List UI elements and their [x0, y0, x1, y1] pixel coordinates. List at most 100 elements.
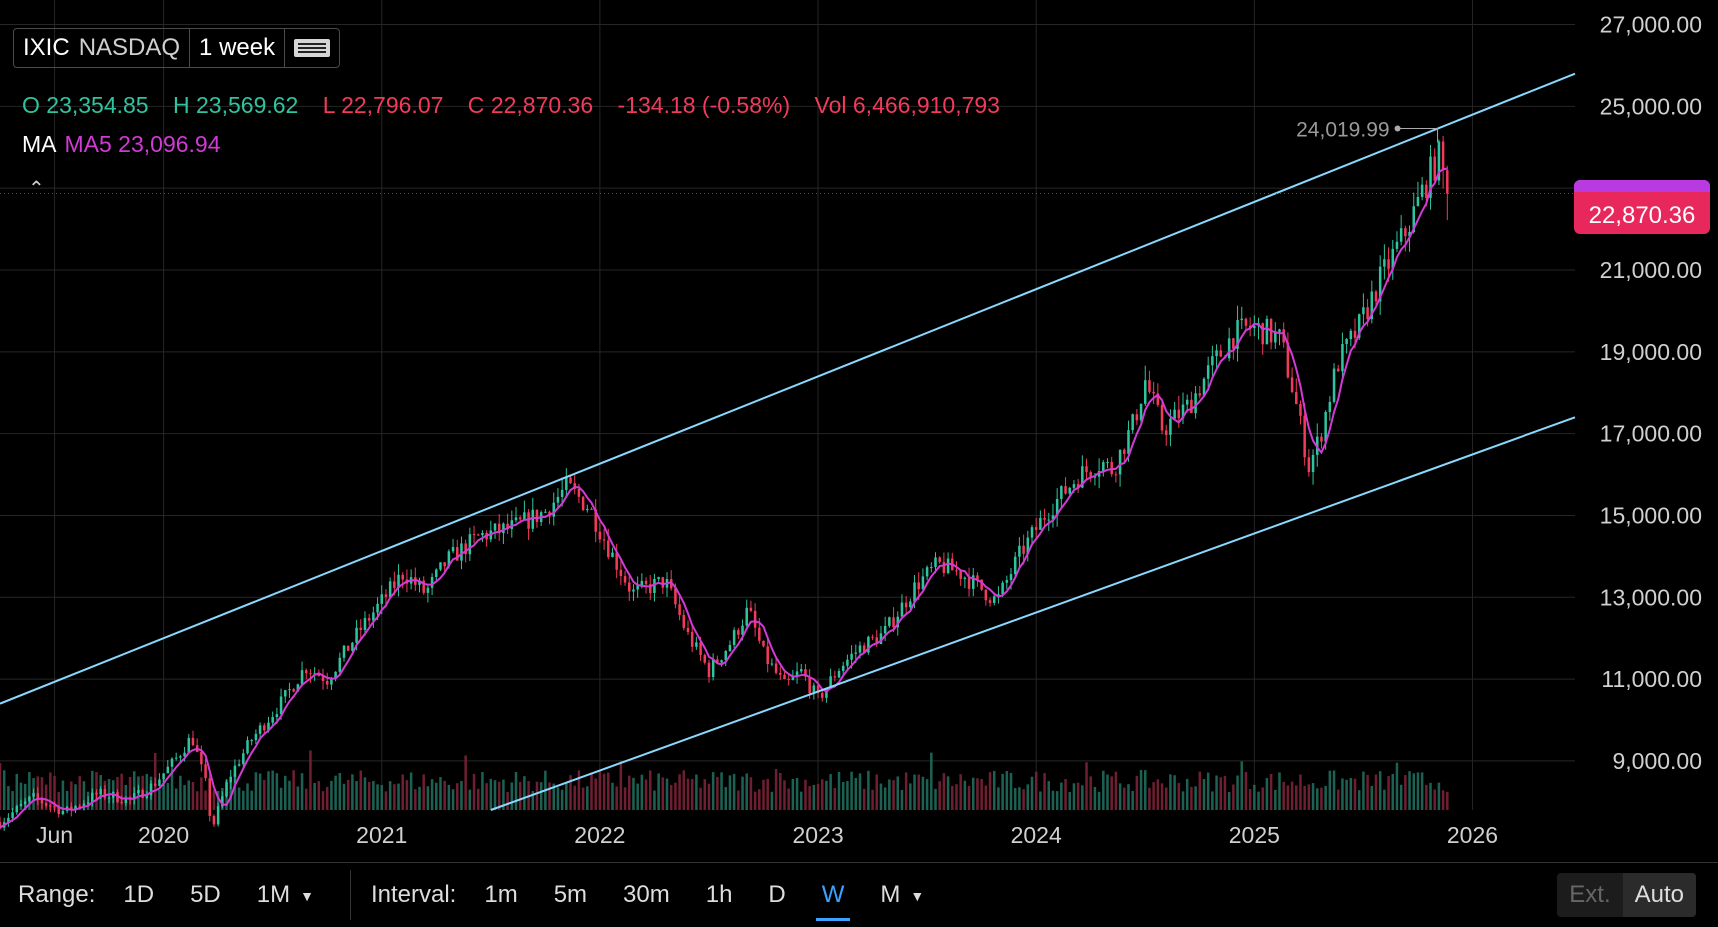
candle-body — [70, 806, 73, 811]
volume-bar — [934, 788, 937, 810]
auto-button[interactable]: Auto — [1622, 873, 1696, 917]
collapse-chevron-icon[interactable]: ⌃ — [28, 178, 45, 200]
caret-down-icon: ▼ — [300, 887, 314, 904]
volume-bar — [573, 785, 576, 810]
change-value: -134.18 (-0.58%) — [617, 92, 791, 118]
symbol-selector[interactable]: IXIC NASDAQ 1 week — [13, 28, 341, 68]
interval-m[interactable]: M ▼ — [880, 881, 924, 909]
volume-bar — [648, 770, 652, 810]
candle-body — [1295, 392, 1298, 405]
range-1m[interactable]: 1M ▼ — [257, 881, 314, 909]
candle-body — [1412, 206, 1415, 232]
volume-bar — [888, 779, 891, 810]
volume-bar — [1190, 786, 1193, 810]
volume-bar — [1366, 774, 1369, 810]
volume-bar — [246, 783, 249, 810]
candle-body — [61, 810, 65, 815]
candle-body — [376, 603, 379, 613]
candle-body — [581, 496, 585, 511]
candle-body — [837, 671, 841, 678]
interval-w[interactable]: W — [815, 881, 850, 921]
volume-bar — [1286, 785, 1290, 810]
candle-body — [791, 676, 795, 681]
volume-bar — [728, 775, 732, 810]
candle-body — [690, 631, 694, 647]
volume-bar — [451, 789, 455, 810]
volume-bar — [737, 790, 740, 810]
candle-body — [216, 806, 220, 825]
menu-button[interactable] — [284, 29, 339, 67]
volume-bar — [1295, 785, 1298, 810]
volume-bar — [74, 784, 77, 810]
volume-bar — [867, 770, 870, 810]
candle-body — [271, 717, 274, 723]
range-5d[interactable]: 5D — [190, 881, 221, 908]
y-tick-label: 25,000.00 — [1600, 93, 1702, 119]
volume-bar — [1299, 774, 1302, 810]
ext-button[interactable]: Ext. — [1569, 881, 1611, 908]
interval-1h[interactable]: 1h — [705, 881, 733, 908]
volume-bar — [1257, 791, 1260, 810]
candle-body — [1164, 430, 1168, 435]
candle-body — [1211, 356, 1214, 366]
volume-bar — [1244, 771, 1248, 810]
volume-bar — [1173, 775, 1176, 810]
volume-bar — [951, 785, 954, 810]
candle-body — [1185, 399, 1189, 405]
interval-label[interactable]: 1 week — [189, 29, 284, 67]
candle-body — [556, 496, 560, 503]
volume-bar — [1034, 771, 1038, 810]
candle-body — [103, 788, 107, 798]
x-tick-label: 2020 — [138, 822, 189, 848]
volume-bar — [359, 770, 363, 810]
candle-body — [1148, 380, 1151, 392]
candle-body — [32, 793, 35, 797]
candle-body — [1420, 184, 1424, 197]
symbol-label[interactable]: IXIC — [23, 34, 70, 61]
volume-bar — [271, 770, 274, 810]
interval-5m[interactable]: 5m — [553, 881, 588, 908]
volume-bar — [623, 787, 627, 810]
candle-body — [921, 576, 925, 590]
volume-bar — [1215, 775, 1218, 810]
candle-body — [397, 574, 400, 588]
candle-body — [636, 585, 639, 590]
price-chart[interactable]: 27,000.0025,000.0023,000.0021,000.0019,0… — [0, 0, 1718, 862]
candle-body — [1160, 404, 1164, 431]
candle-body — [976, 575, 979, 580]
candle-body — [149, 783, 153, 796]
candle-body — [229, 776, 232, 783]
volume-bar — [850, 771, 853, 810]
volume-bar — [892, 780, 895, 810]
volume-bar — [1022, 789, 1025, 810]
candle-body — [820, 692, 824, 698]
candle-body — [607, 540, 610, 558]
interval-1m[interactable]: 1m — [484, 881, 518, 908]
volume-bar — [871, 789, 874, 810]
candle-body — [988, 600, 992, 603]
candle-body — [372, 612, 375, 621]
candle-body — [955, 570, 958, 572]
candle-body — [1378, 266, 1382, 302]
candle-body — [346, 645, 350, 651]
interval-d[interactable]: D — [768, 881, 786, 908]
volume-bar — [992, 770, 996, 810]
ma-legend[interactable]: MA MA5 23,096.94 — [22, 131, 221, 158]
candle-body — [1366, 307, 1369, 320]
volume-bar — [1047, 781, 1051, 810]
candle-body — [560, 489, 564, 497]
candle-body — [1102, 462, 1105, 472]
volume-bar — [275, 773, 279, 810]
volume-bar — [65, 790, 69, 810]
candle-body — [934, 557, 937, 567]
candle-body — [1068, 487, 1072, 494]
volume-bar — [1349, 778, 1353, 810]
volume-bar — [720, 772, 723, 810]
candle-body — [510, 520, 514, 529]
volume-bar — [1127, 784, 1130, 810]
range-1d[interactable]: 1D — [123, 881, 155, 908]
candle-body — [1349, 330, 1353, 340]
candle-body — [892, 617, 895, 628]
ext-auto-toggle[interactable]: Ext. Auto — [1557, 873, 1696, 917]
interval-30m[interactable]: 30m — [623, 881, 670, 908]
